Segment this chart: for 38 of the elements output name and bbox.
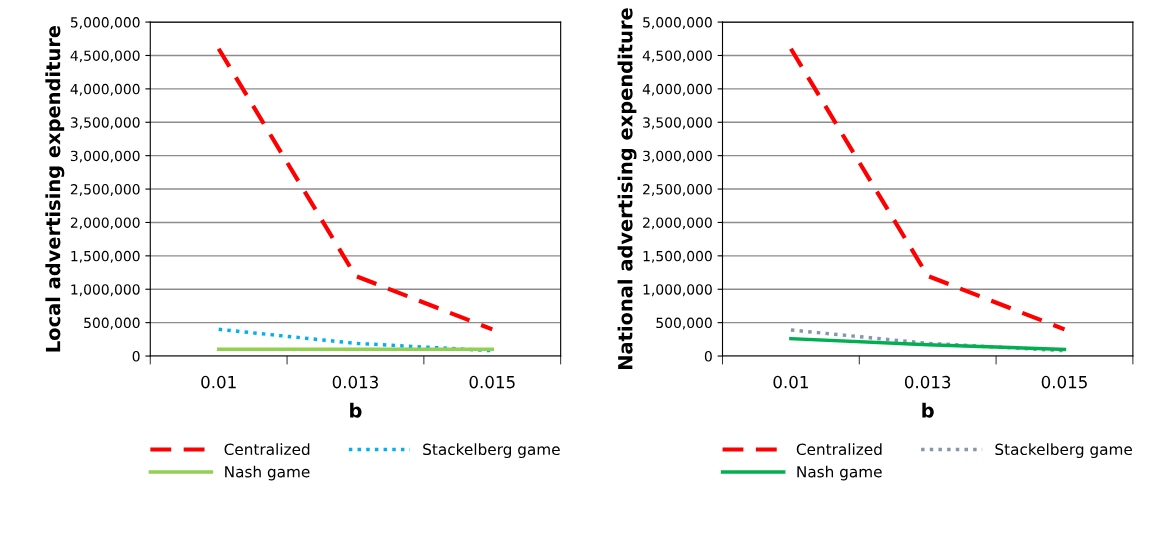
y-tick-label: 3,000,000	[643, 150, 712, 163]
y-tick-label: 3,500,000	[643, 117, 712, 130]
y-tick-label: 0	[704, 351, 712, 362]
legend-label: Stackelberg game	[995, 443, 1132, 459]
x-tick-label: 0.013	[904, 375, 951, 389]
y-tick-label: 2,000,000	[643, 217, 712, 230]
y-tick-label: 4,500,000	[642, 50, 712, 63]
y-tick-label: 2,500,000	[643, 184, 712, 196]
x-tick-label: 0.015	[469, 375, 515, 389]
y-tick-label: 5,000,000	[70, 17, 140, 29]
y-tick-label: 1,500,000	[643, 250, 712, 263]
x-tick-label: 0.01	[201, 375, 236, 389]
y-tick-label: 3,500,000	[70, 117, 140, 130]
y-tick-label: 3,000,000	[70, 150, 140, 163]
y-tick-label: 1,000,000	[71, 284, 140, 297]
legend-label: Nash game	[797, 465, 882, 481]
y-tick-label: 4,000,000	[70, 83, 140, 96]
legend-label: Stackelberg game	[423, 443, 560, 459]
x-tick-label: 0.01	[773, 375, 808, 389]
y-axis-title: Local advertising expenditure	[45, 25, 65, 352]
x-axis-title: b	[922, 402, 934, 418]
y-axis-title: National advertising expenditure	[617, 8, 637, 370]
y-tick-label: 2,000,000	[70, 217, 140, 230]
y-tick-label: 500,000	[656, 317, 712, 330]
legend-label: Nash game	[225, 465, 310, 481]
y-tick-label: 1,500,000	[71, 250, 140, 263]
legend-label: Centralized	[224, 443, 310, 456]
y-tick-label: 5,000,000	[643, 17, 712, 29]
legend-label: Centralized	[796, 443, 882, 456]
x-tick-label: 0.015	[1041, 375, 1087, 389]
x-tick-label: 0.013	[332, 375, 378, 389]
x-axis-title: b	[350, 402, 362, 418]
y-tick-label: 4,000,000	[642, 83, 712, 96]
y-tick-label: 4,500,000	[70, 50, 140, 63]
y-tick-label: 0	[132, 351, 140, 362]
y-tick-label: 1,000,000	[643, 284, 712, 297]
y-tick-label: 2,500,000	[70, 184, 140, 196]
y-tick-label: 500,000	[84, 317, 140, 330]
